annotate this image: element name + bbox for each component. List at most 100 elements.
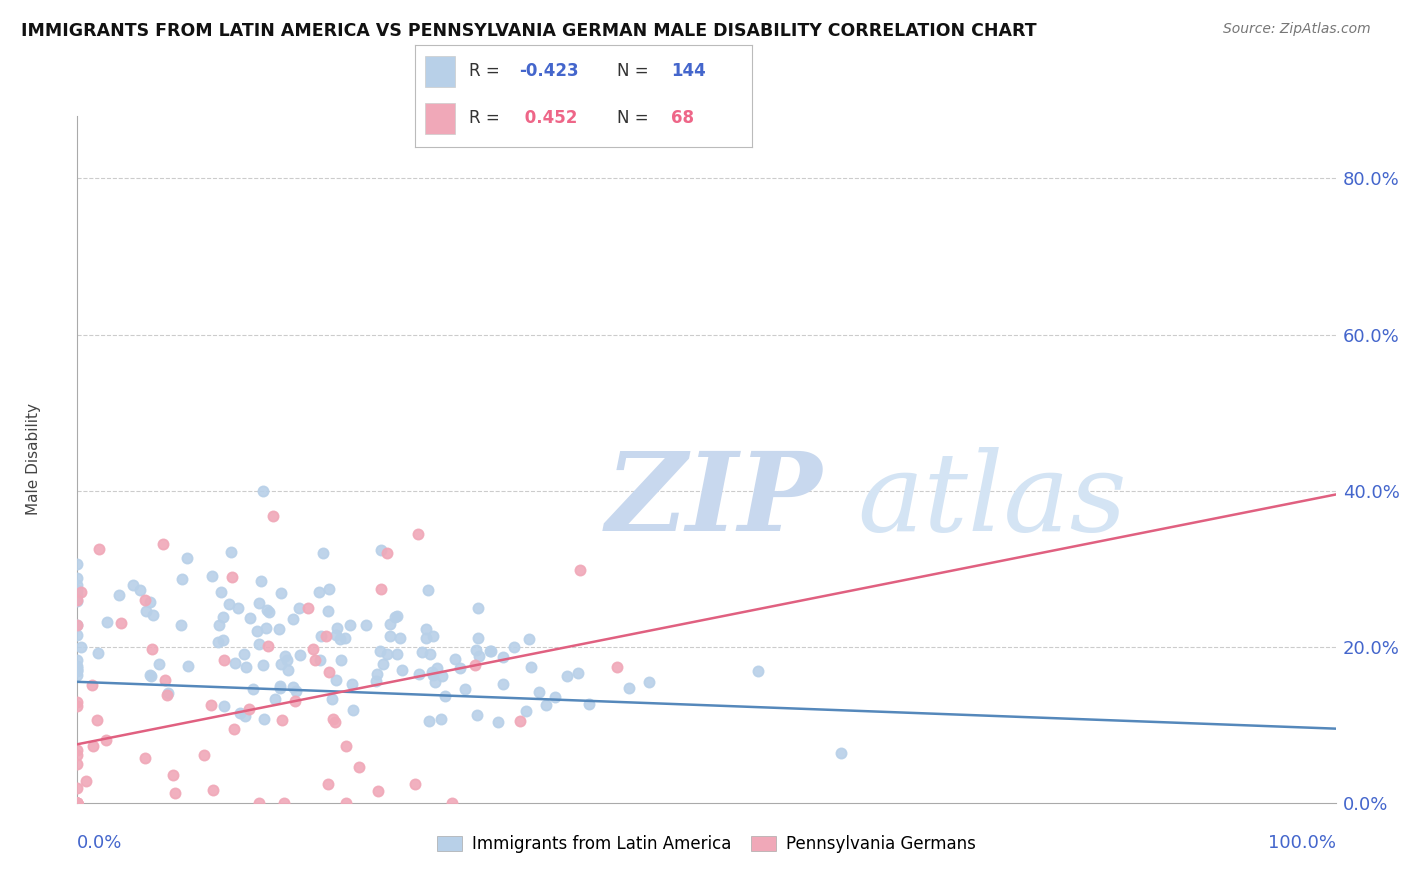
Point <box>492 677 515 691</box>
Point <box>89 542 111 557</box>
Point <box>444 652 467 666</box>
Text: Male Disability: Male Disability <box>25 403 41 516</box>
Legend: Immigrants from Latin America, Pennsylvania Germans: Immigrants from Latin America, Pennsylva… <box>430 829 983 860</box>
Point <box>224 722 246 736</box>
Point <box>110 615 132 630</box>
Point <box>233 648 256 662</box>
Point <box>441 796 464 810</box>
Point <box>66 756 89 771</box>
Point <box>318 582 340 596</box>
Point <box>308 585 330 599</box>
Point <box>420 665 443 679</box>
Point <box>408 666 430 681</box>
Point <box>617 681 640 695</box>
Point <box>207 634 229 648</box>
Point <box>517 632 540 646</box>
Point <box>193 747 215 762</box>
Point <box>388 632 411 646</box>
Point <box>321 691 343 706</box>
Point <box>201 569 224 583</box>
Point <box>467 631 489 645</box>
Point <box>66 592 89 607</box>
Point <box>66 557 89 571</box>
Point <box>479 644 502 658</box>
Point <box>422 629 444 643</box>
Point <box>509 714 531 728</box>
Point <box>142 608 165 623</box>
Point <box>747 664 769 678</box>
Point <box>250 574 273 589</box>
Text: 0.452: 0.452 <box>519 110 578 128</box>
Point <box>415 622 437 636</box>
Point <box>312 546 335 560</box>
Point <box>578 697 600 711</box>
Point <box>404 777 426 791</box>
Point <box>202 783 225 797</box>
Point <box>170 618 193 632</box>
Point <box>387 647 409 661</box>
Point <box>235 660 257 674</box>
Point <box>486 714 509 729</box>
Point <box>316 603 339 617</box>
FancyBboxPatch shape <box>425 56 456 87</box>
Point <box>415 631 437 645</box>
Point <box>209 585 232 599</box>
Point <box>256 639 278 653</box>
Point <box>276 653 298 667</box>
Point <box>224 657 246 671</box>
FancyBboxPatch shape <box>425 103 456 134</box>
Point <box>242 681 264 696</box>
Point <box>322 712 344 726</box>
Point <box>66 578 89 592</box>
Point <box>134 751 156 765</box>
Point <box>465 707 488 722</box>
Point <box>66 582 89 597</box>
Point <box>176 658 198 673</box>
Point <box>66 796 89 810</box>
Point <box>325 621 347 635</box>
Point <box>335 631 357 645</box>
Point <box>66 668 89 682</box>
Point <box>80 678 103 692</box>
Point <box>256 603 278 617</box>
Point <box>316 776 339 790</box>
Point <box>302 642 325 657</box>
Point <box>172 572 194 586</box>
Point <box>66 796 89 810</box>
Point <box>134 592 156 607</box>
Point <box>66 747 89 762</box>
Point <box>342 703 364 717</box>
Point <box>520 660 543 674</box>
Point <box>283 680 305 694</box>
Point <box>325 628 347 642</box>
Point <box>139 668 162 682</box>
Point <box>368 644 391 658</box>
Point <box>423 675 446 690</box>
Point <box>323 715 346 730</box>
Point <box>339 617 361 632</box>
Point <box>426 660 449 674</box>
Point <box>297 601 319 615</box>
Point <box>96 732 118 747</box>
Point <box>66 796 89 810</box>
Point <box>433 689 456 703</box>
Point <box>247 796 270 810</box>
Point <box>347 760 370 774</box>
Point <box>229 706 252 721</box>
Point <box>66 661 89 675</box>
Point <box>66 742 89 756</box>
Point <box>66 796 89 810</box>
Point <box>226 601 249 615</box>
Point <box>239 611 262 625</box>
Point <box>370 582 392 596</box>
Point <box>284 694 307 708</box>
Point <box>157 686 180 700</box>
Point <box>66 663 89 677</box>
Point <box>66 796 89 810</box>
Point <box>467 600 489 615</box>
Point <box>66 618 89 632</box>
Text: Source: ZipAtlas.com: Source: ZipAtlas.com <box>1223 22 1371 37</box>
Point <box>254 622 277 636</box>
Point <box>384 609 406 624</box>
Point <box>200 698 222 712</box>
